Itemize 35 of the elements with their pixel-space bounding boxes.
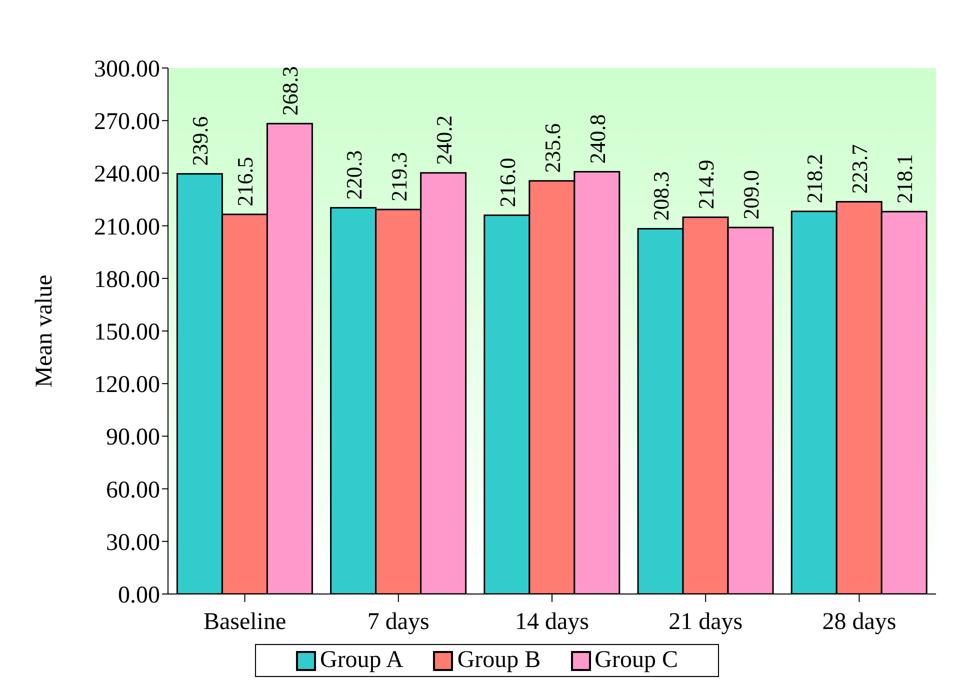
x-tick-label: 21 days (668, 609, 743, 636)
data-label: 214.9 (694, 160, 719, 210)
x-tick-label: 28 days (822, 609, 896, 636)
data-label: 268.3 (278, 66, 303, 116)
data-label: 216.5 (232, 156, 258, 206)
data-label: 209.0 (738, 170, 764, 220)
data-label: 239.6 (188, 116, 213, 166)
data-label: 223.7 (847, 144, 872, 194)
data-label: 240.8 (584, 114, 610, 164)
y-tick-label: 180.00 (94, 266, 160, 293)
y-tick-label: 240.00 (94, 162, 160, 188)
y-tick-label: 150.00 (94, 320, 160, 346)
x-tick-label: 7 days (367, 609, 430, 636)
y-tick-label: 120.00 (94, 372, 160, 398)
x-tick-label: 14 days (515, 609, 589, 636)
y-tick-label: 300.00 (94, 56, 160, 83)
y-axis-title: Mean value (32, 274, 58, 388)
y-tick-label: 0.00 (118, 582, 160, 609)
y-tick-label: 60.00 (106, 477, 160, 504)
data-label: 216.0 (494, 158, 520, 208)
legend-label: Group C (594, 647, 678, 674)
data-label: 240.2 (431, 115, 456, 165)
data-label: 208.3 (648, 171, 674, 221)
x-tick-label: Baseline (203, 609, 286, 636)
y-tick-label: 30.00 (106, 530, 160, 556)
data-label: 235.6 (540, 123, 565, 173)
legend-label: Group A (320, 647, 404, 674)
y-tick-label: 210.00 (94, 214, 160, 240)
data-label: 219.3 (386, 152, 412, 202)
y-tick-label: 90.00 (106, 424, 160, 451)
legend-label: Group B (457, 647, 541, 674)
data-label: 218.1 (892, 154, 918, 204)
y-tick-label: 270.00 (94, 109, 160, 136)
data-label: 220.3 (341, 150, 366, 200)
data-label: 218.2 (802, 154, 828, 204)
